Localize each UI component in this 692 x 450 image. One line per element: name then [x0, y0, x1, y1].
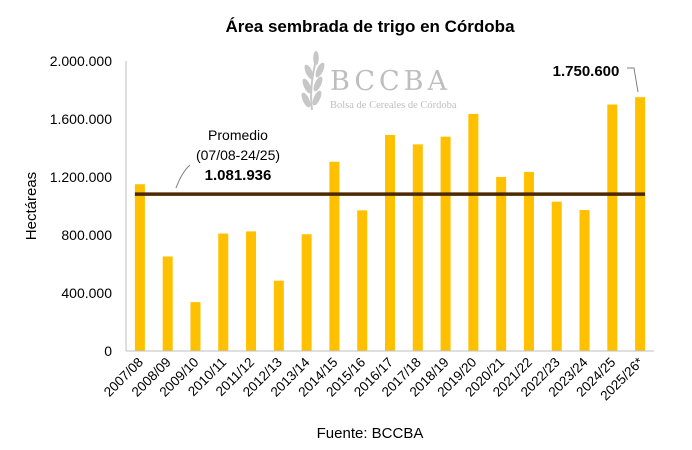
- y-axis-label: Hectáreas: [23, 172, 40, 240]
- bar: [635, 97, 646, 352]
- y-tick-label: 0: [104, 343, 112, 359]
- average-label-line2: (07/08-24/25): [196, 147, 280, 163]
- bccba-watermark: BCCBA Bolsa de Cereales de Córdoba: [301, 51, 457, 111]
- bar: [607, 104, 618, 351]
- y-tick-label: 800.000: [61, 227, 112, 243]
- bar: [134, 184, 145, 351]
- y-tick-label: 1.600.000: [50, 111, 112, 127]
- y-tick-label: 2.000.000: [50, 53, 112, 69]
- watermark-subtitle: Bolsa de Cereales de Córdoba: [330, 100, 457, 111]
- average-leader-line: [175, 164, 191, 189]
- source-note: Fuente: BCCBA: [317, 425, 424, 442]
- bar: [496, 177, 507, 351]
- bar: [218, 233, 229, 351]
- x-axis-ticks: 2007/082008/092009/102010/112011/122012/…: [101, 354, 647, 403]
- bar: [329, 161, 340, 351]
- bar: [384, 134, 396, 351]
- bar: [523, 171, 534, 351]
- average-label-line1: Promedio: [208, 127, 268, 143]
- bar: [273, 280, 284, 351]
- y-axis-ticks: 0 400.000 800.000 1.200.000 1.600.000 2.000.0…: [50, 53, 113, 359]
- y-tick-label: 400.000: [61, 285, 112, 301]
- bar: [579, 210, 590, 351]
- watermark-name: BCCBA: [330, 66, 451, 97]
- peak-leader-line: [627, 67, 639, 93]
- bar: [468, 113, 479, 351]
- bar: [412, 144, 423, 351]
- bar: [190, 302, 201, 351]
- y-tick-label: 1.200.000: [50, 169, 112, 185]
- wheat-logo-icon: [301, 51, 325, 111]
- bar: [440, 136, 451, 351]
- bars: [134, 97, 646, 352]
- chart-title: Área sembrada de trigo en Córdoba: [225, 17, 515, 36]
- bar: [551, 201, 562, 351]
- bar: [246, 231, 257, 351]
- bar: [357, 210, 368, 351]
- average-value-label: 1.081.936: [205, 167, 272, 184]
- bar: [162, 256, 173, 351]
- bar: [301, 234, 312, 351]
- peak-value-label: 1.750.600: [553, 63, 620, 80]
